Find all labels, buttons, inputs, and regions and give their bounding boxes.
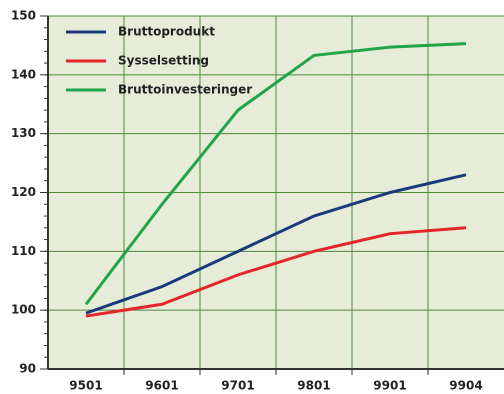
legend-label: Bruttoprodukt — [118, 25, 215, 39]
y-tick-label: 120 — [11, 185, 36, 199]
y-tick-label: 140 — [11, 67, 36, 81]
x-tick-label: 9701 — [221, 379, 254, 393]
x-tick-label: 9601 — [145, 379, 178, 393]
y-tick-label: 110 — [11, 244, 36, 258]
x-tick-label: 9801 — [297, 379, 330, 393]
x-tick-label: 9904 — [449, 379, 482, 393]
series-line — [85, 226, 467, 318]
y-tick-label: 150 — [11, 9, 36, 23]
series-line — [85, 173, 467, 315]
legend-label: Sysselsetting — [118, 54, 209, 68]
y-tick-label: 90 — [19, 362, 36, 376]
legend-label: Bruttoinvesteringer — [118, 83, 252, 97]
series-line — [84, 42, 467, 306]
x-tick-label: 9501 — [69, 379, 102, 393]
y-tick-label: 130 — [11, 126, 36, 140]
y-tick-label: 100 — [11, 303, 36, 317]
x-tick-label: 9901 — [373, 379, 406, 393]
